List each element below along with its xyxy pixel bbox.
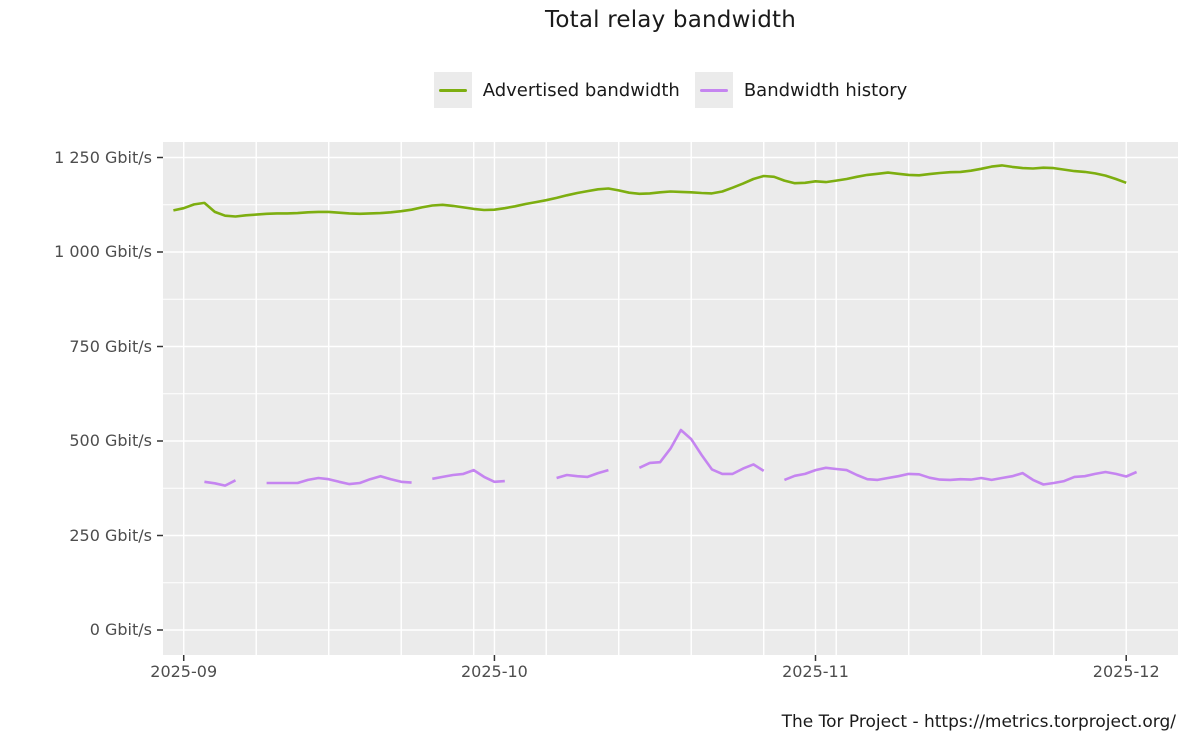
x-tick-label: 2025-11: [782, 662, 849, 681]
y-tick-label: 1 250 Gbit/s: [54, 147, 152, 167]
legend-item-advertised-bandwidth: Advertised bandwidth: [433, 72, 680, 108]
x-tick-label: 2025-10: [460, 662, 528, 681]
legend-label-advertised: Advertised bandwidth: [482, 79, 680, 101]
y-tick-label: 750 Gbit/s: [69, 336, 152, 356]
legend-key-advertised: [433, 72, 472, 108]
footer-attribution: The Tor Project - https://metrics.torpro…: [781, 712, 1176, 732]
series-line-advertised-bandwidth: [173, 164, 1127, 218]
x-tick-label: 2025-12: [1092, 662, 1160, 681]
chart-title: Total relay bandwidth: [544, 7, 796, 33]
y-tick-label: 500 Gbit/s: [69, 431, 152, 450]
y-tick-label: 1 000 Gbit/s: [54, 242, 152, 261]
y-tick-label: 250 Gbit/s: [69, 525, 152, 545]
legend-item-bandwidth-history: Bandwidth history: [694, 72, 908, 108]
panel-background: [163, 142, 1178, 655]
advertised-line-icon: [438, 88, 467, 92]
x-tick-label: 2025-09: [150, 662, 218, 681]
y-tick-label: 0 Gbit/s: [89, 620, 152, 639]
legend: Advertised bandwidth Bandwidth history: [163, 71, 1178, 109]
legend-key-history: [694, 72, 733, 108]
legend-label-history: Bandwidth history: [743, 79, 908, 101]
history-line-icon: [699, 88, 728, 92]
series-line-bandwidth-history: [204, 428, 1138, 487]
